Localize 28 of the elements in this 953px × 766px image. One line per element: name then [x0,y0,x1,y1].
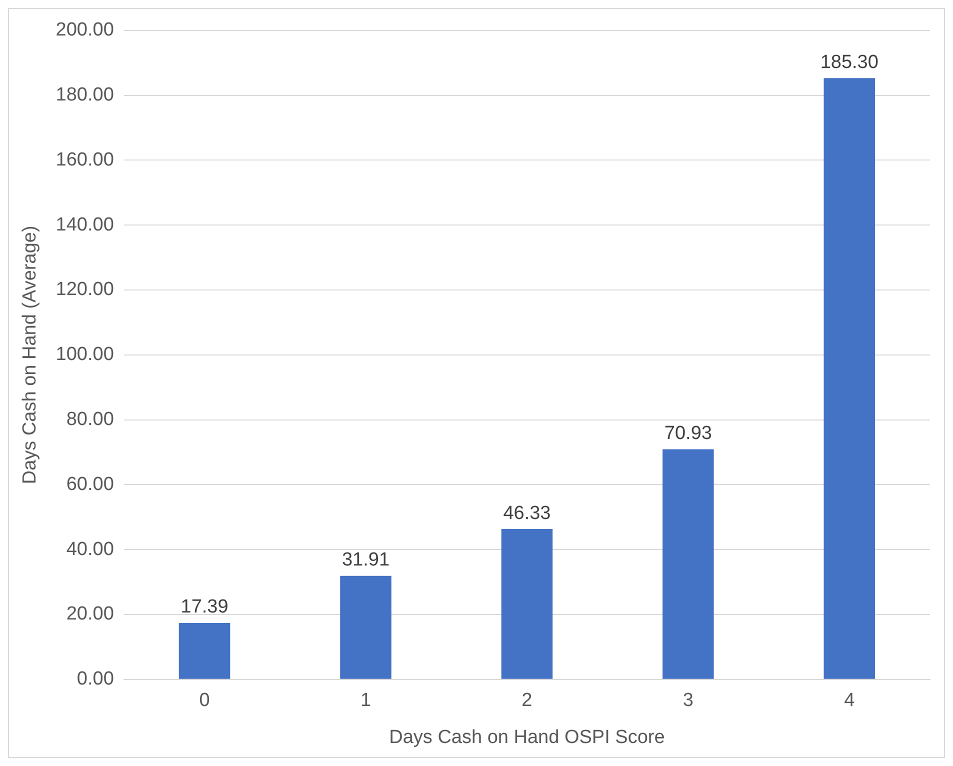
data-label: 17.39 [180,596,228,618]
y-tick-label: 80.00 [66,409,114,430]
y-tick-label: 160.00 [56,149,114,170]
bar [824,78,876,679]
bar [178,622,230,679]
bar [340,576,392,679]
bar [662,449,714,679]
x-tick-label: 1 [360,690,372,712]
y-tick-label: 40.00 [66,538,114,560]
data-label: 70.93 [664,422,712,444]
data-label: 46.33 [503,502,551,524]
x-tick-label: 0 [199,690,210,712]
y-tick-label: 20.00 [66,604,114,625]
y-axis-title: Days Cash on Hand (Average) [20,226,41,484]
y-tick-label: 120.00 [56,279,114,300]
x-axis-title: Days Cash on Hand OSPI Score [389,726,665,748]
y-tick-label: 100.00 [56,344,114,366]
y-tick-label: 200.00 [56,20,114,41]
x-tick-label: 2 [522,690,532,712]
data-label: 185.30 [820,52,878,73]
data-label: 31.91 [342,550,390,571]
y-tick-label: 0.00 [76,668,114,690]
x-tick-label: 4 [844,690,856,712]
x-tick-label: 3 [682,690,694,712]
y-tick-label: 60.00 [66,474,114,495]
y-tick-label: 180.00 [56,84,114,106]
bar [501,529,553,679]
y-tick-label: 140.00 [56,214,114,236]
